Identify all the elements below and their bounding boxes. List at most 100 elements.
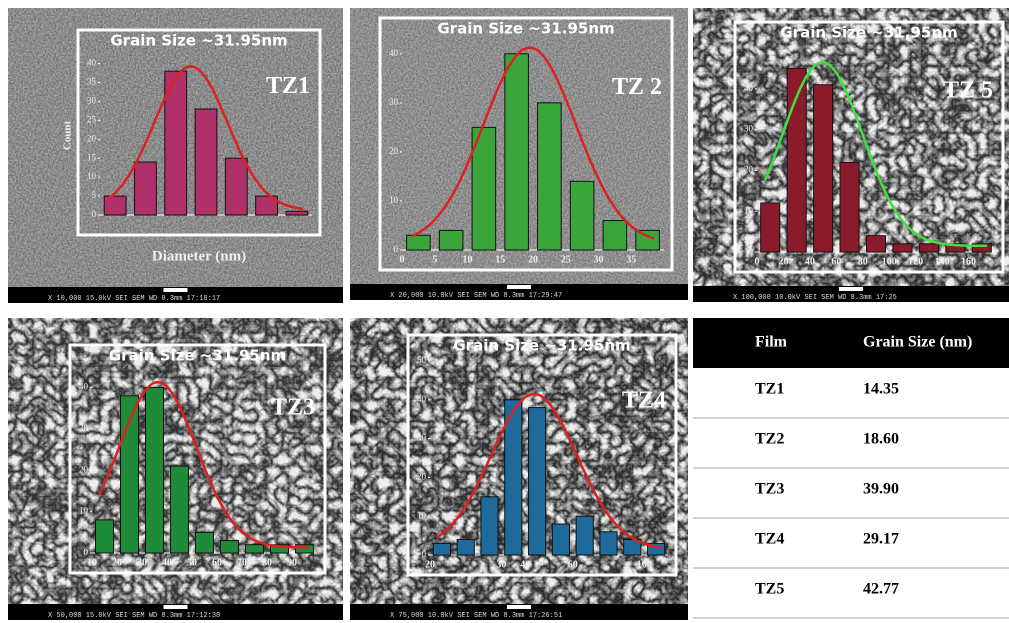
bar [164,70,188,216]
y-tick-label: 40 [79,382,89,392]
y-tick-label: 0 [394,244,399,254]
bar [270,544,289,554]
x-tick-label: 80 [858,256,868,267]
bar [918,243,939,253]
y-tick-label: 10 [87,171,97,181]
inset-title: Grain Size ~31.95nm [437,20,614,38]
bar [295,544,314,554]
x-tick-label: 100 [637,559,652,570]
x-tick-label: 25 [561,254,571,265]
y-tick-label: 25 [87,114,97,124]
x-tick-label: 40 [162,557,172,568]
y-axis-label: Count [62,120,74,150]
x-tick-label: 15 [495,254,505,265]
bar [145,387,164,554]
y-tick-label: 10 [389,195,399,205]
y-tick-label: 20 [389,146,399,156]
inset-frame [378,16,674,272]
bar [813,84,834,253]
y-tick-label: 10 [79,506,89,516]
panel-label: TZ4 [622,388,666,414]
bar [134,161,157,216]
table-cell: 14.35 [863,381,899,398]
y-tick-label: 35 [87,77,97,87]
bar [971,243,992,253]
x-tick-label: 160 [961,256,976,267]
inset-frame [406,333,678,577]
scale-bar [507,285,531,289]
y-tick-label: 40 [389,48,399,58]
y-tick-label: 30 [744,124,754,134]
y-tick-label: 15 [87,152,97,162]
y-tick-label: 0 [422,549,427,559]
fit-curve [411,46,655,240]
y-tick-label: 30 [87,95,97,105]
y-tick-label: 30 [79,423,89,433]
x-tick-label: 40 [805,256,815,267]
inset-title: Grain Size ~31.95nm [780,24,957,42]
panel-label: TZ 5 [943,78,993,104]
info-text: X 10,000 15.0kV SEI SEM WD 8.3mm 17:18:1… [48,295,220,303]
x-tick-label: 90 [287,557,297,568]
info-strip [8,604,343,620]
bar [528,407,547,556]
bar [224,157,248,216]
x-tick-label: 30 [496,559,506,570]
y-tick-label: 30 [389,97,399,107]
bar [760,202,781,253]
table-cell: TZ1 [755,381,784,398]
bar [865,235,887,253]
bar [103,195,127,216]
y-tick-label: 40 [744,83,754,93]
bar [471,126,497,251]
bar [786,67,807,253]
bar [195,531,214,554]
x-tick-label: 20 [112,557,122,568]
x-tick-label: 70 [237,557,247,568]
bar [599,531,618,556]
y-tick-label: 10 [417,510,427,520]
inset-title: Grain Size ~31.95nm [453,337,630,355]
x-tick-label: 20 [778,256,788,267]
inset-frame [733,20,1005,274]
x-tick-label: 30 [594,254,604,265]
x-tick-label: 10 [463,254,473,265]
bar [839,161,860,253]
x-tick-label: 40 [520,559,530,570]
x-tick-label: 140 [935,256,950,267]
scale-bar [507,605,531,609]
info-strip [693,286,1009,302]
y-tick-label: 40 [417,394,427,404]
x-tick-label: 60 [212,557,222,568]
x-tick-label: 0 [755,256,760,267]
x-tick-label: 20 [528,254,538,265]
bar [569,180,595,251]
bar [537,102,562,251]
info-text: X 100,000 10.0kV SEI SEM WD 8.3mm 17:25 [733,294,897,302]
info-strip [8,287,343,303]
bar [602,220,628,251]
inset-frame [76,28,322,237]
table-cell: 39.90 [863,481,899,498]
y-tick-label: 5 [92,190,97,200]
bar [945,243,966,253]
bar [551,523,570,556]
bar [456,538,475,556]
bar [406,234,431,251]
bar [285,210,309,216]
x-tick-label: 60 [831,256,841,267]
x-tick-label: 10 [87,557,97,568]
bar [635,229,660,251]
bar [170,465,189,554]
y-tick-label: 0 [84,547,89,557]
y-tick-label: 40 [87,58,97,68]
table-header-cell: Grain Size (nm) [863,334,972,351]
table-cell: TZ5 [755,581,784,598]
inset-title: Grain Size ~31.95nm [109,347,286,365]
table-cell: TZ3 [755,481,784,498]
bar [220,540,239,554]
bar [432,542,451,556]
fit-curve [763,61,988,248]
info-text: X 20,000 10.0kV SEI SEM WD 8.3mm 17:29:4… [390,292,562,300]
